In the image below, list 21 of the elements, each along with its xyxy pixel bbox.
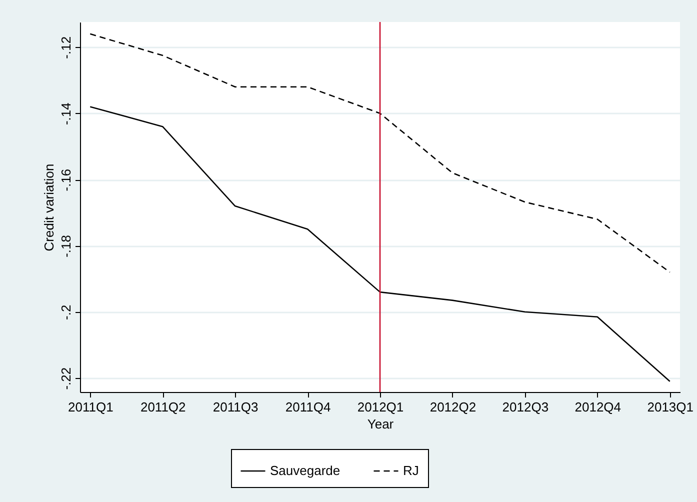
- legend-label: RJ: [403, 463, 419, 478]
- x-tick-label: 2011Q2: [140, 400, 186, 414]
- line-series: [89, 33, 671, 273]
- x-tick-label: 2012Q4: [574, 400, 622, 414]
- line-series: [89, 106, 671, 382]
- x-tick-label: 2012Q1: [357, 400, 404, 414]
- x-tick-label: 2012Q3: [502, 400, 549, 414]
- y-tick-label: -.14: [58, 102, 74, 126]
- x-tick-label: 2011Q4: [285, 400, 331, 414]
- x-tick-label: 2013Q1: [647, 400, 694, 414]
- y-tick-label: -.18: [58, 235, 74, 258]
- x-axis-title: Year: [367, 416, 394, 432]
- legend-label: Sauvegarde: [270, 463, 340, 478]
- x-tick-label: 2011Q1: [68, 400, 114, 414]
- x-tick-label: 2011Q3: [212, 400, 258, 414]
- y-tick-label: -.12: [58, 36, 74, 59]
- y-axis-title: Credit variation: [42, 164, 56, 252]
- x-tick-label: 2012Q2: [430, 400, 476, 414]
- y-tick-label: -.2: [58, 304, 74, 320]
- y-tick-label: -.16: [58, 168, 74, 192]
- y-tick-label: -.22: [58, 367, 74, 390]
